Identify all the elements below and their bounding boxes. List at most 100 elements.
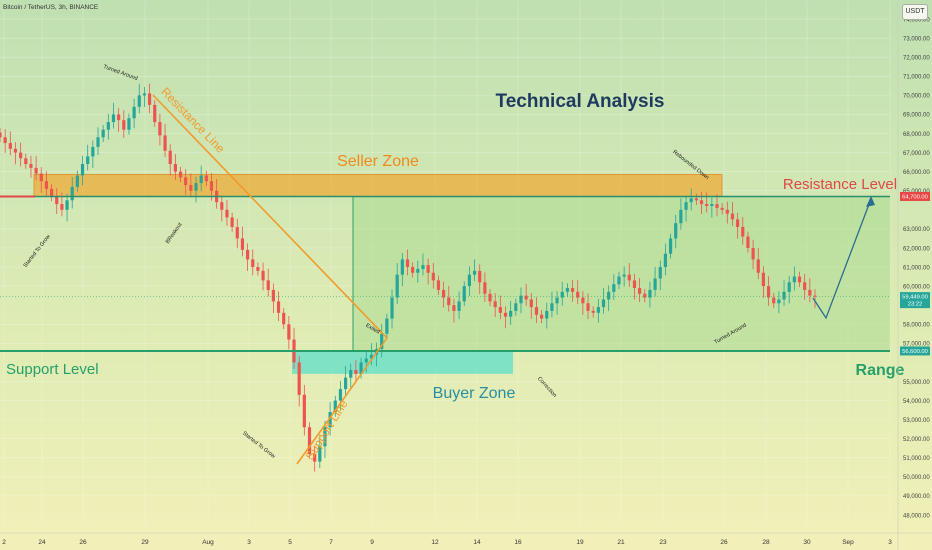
candle-body [797, 276, 802, 283]
candle-body [761, 272, 766, 287]
candle-body [251, 259, 255, 268]
candle-body [297, 362, 301, 395]
seller-zone-label: Seller Zone [337, 153, 419, 170]
y-tick-label: 51,000.00 [903, 456, 930, 462]
candle-body [565, 288, 570, 292]
range-label: Range [856, 362, 905, 379]
candle-body [555, 297, 559, 304]
candle-body [421, 265, 425, 269]
candle-body [560, 291, 564, 298]
candle-body [153, 104, 157, 123]
candle-body [132, 106, 136, 119]
candle-body [426, 265, 430, 273]
x-tick-label: Sep [842, 539, 854, 546]
price-badge-label: 56,600.00 [902, 349, 928, 355]
candle-body [570, 288, 575, 292]
candle-body [13, 148, 18, 153]
candle-body [684, 202, 688, 210]
candle-body [282, 312, 286, 325]
candle-body [792, 276, 796, 283]
y-tick-label: 70,000.00 [903, 94, 930, 100]
candle-body [772, 297, 776, 304]
candle-body [607, 291, 611, 300]
candle-body [694, 198, 698, 201]
x-tick-label: 26 [720, 539, 728, 546]
candle-body [416, 268, 420, 273]
price-badge [900, 292, 930, 309]
candle-body [483, 282, 487, 294]
range-area [353, 196, 890, 351]
candle-body [354, 370, 358, 374]
candle-body [447, 297, 451, 306]
candle-body [766, 286, 771, 298]
candle-body [705, 204, 709, 206]
candle-body [8, 143, 12, 149]
candle-body [591, 310, 595, 313]
candle-body [648, 289, 652, 298]
candle-body [488, 293, 492, 302]
candle-body [55, 196, 59, 205]
pair-label: Bitcoin / TetherUS, 3h, BINANCE [3, 4, 99, 11]
price-badge [900, 346, 930, 356]
candle-body [730, 213, 735, 220]
candle-body [514, 303, 518, 311]
candle-body [612, 284, 616, 292]
candle-body [390, 297, 394, 319]
candle-body [127, 118, 131, 130]
y-tick-label: 73,000.00 [903, 36, 930, 42]
candle-body [344, 377, 348, 390]
candles [0, 83, 817, 472]
candle-body [96, 137, 100, 147]
candle-body [411, 267, 415, 273]
candle-body [302, 394, 306, 428]
candle-body [653, 278, 657, 290]
candle-body [643, 293, 647, 298]
candle-body [359, 362, 363, 374]
candle-body [380, 333, 384, 350]
chart-title: Technical Analysis [496, 91, 665, 112]
candle-body [715, 204, 719, 208]
candle-body [725, 209, 729, 214]
candle-body [117, 114, 121, 121]
candle-body [235, 226, 239, 239]
candle-body [204, 175, 208, 182]
candle-body [405, 259, 410, 268]
candle-body [75, 175, 79, 187]
candle-body [436, 280, 441, 290]
x-tick-label: 16 [514, 539, 522, 546]
x-tick-label: 12 [431, 539, 439, 546]
candle-body [524, 295, 528, 300]
candle-body [472, 270, 477, 275]
candle-body [163, 135, 167, 151]
currency-button[interactable]: USDT [902, 4, 928, 20]
candle-body [24, 158, 28, 165]
candle-body [462, 286, 466, 302]
y-tick-label: 52,000.00 [903, 437, 930, 443]
x-tick-label: 30 [803, 539, 811, 546]
candle-body [540, 314, 544, 319]
y-tick-label: 49,000.00 [903, 494, 930, 500]
x-tick-label: 9 [370, 539, 374, 546]
candle-body [787, 282, 791, 292]
y-tick-label: 60,000.00 [903, 284, 930, 290]
candle-body [813, 295, 817, 297]
candle-body [184, 177, 188, 186]
candle-body [349, 370, 353, 378]
candle-body [622, 274, 626, 277]
candle-body [0, 132, 2, 138]
candle-body [323, 427, 327, 447]
candle-body [194, 183, 198, 191]
candle-body [3, 137, 7, 144]
candle-body [627, 274, 631, 281]
y-tick-label: 55,000.00 [903, 380, 930, 386]
candle-body [266, 280, 270, 290]
candle-body [111, 114, 116, 123]
candle-body [400, 259, 404, 275]
x-tick-label: 14 [473, 539, 481, 546]
candle-body [467, 274, 471, 287]
candle-body [220, 202, 224, 210]
candle-body [307, 427, 312, 454]
candle-body [658, 267, 662, 279]
